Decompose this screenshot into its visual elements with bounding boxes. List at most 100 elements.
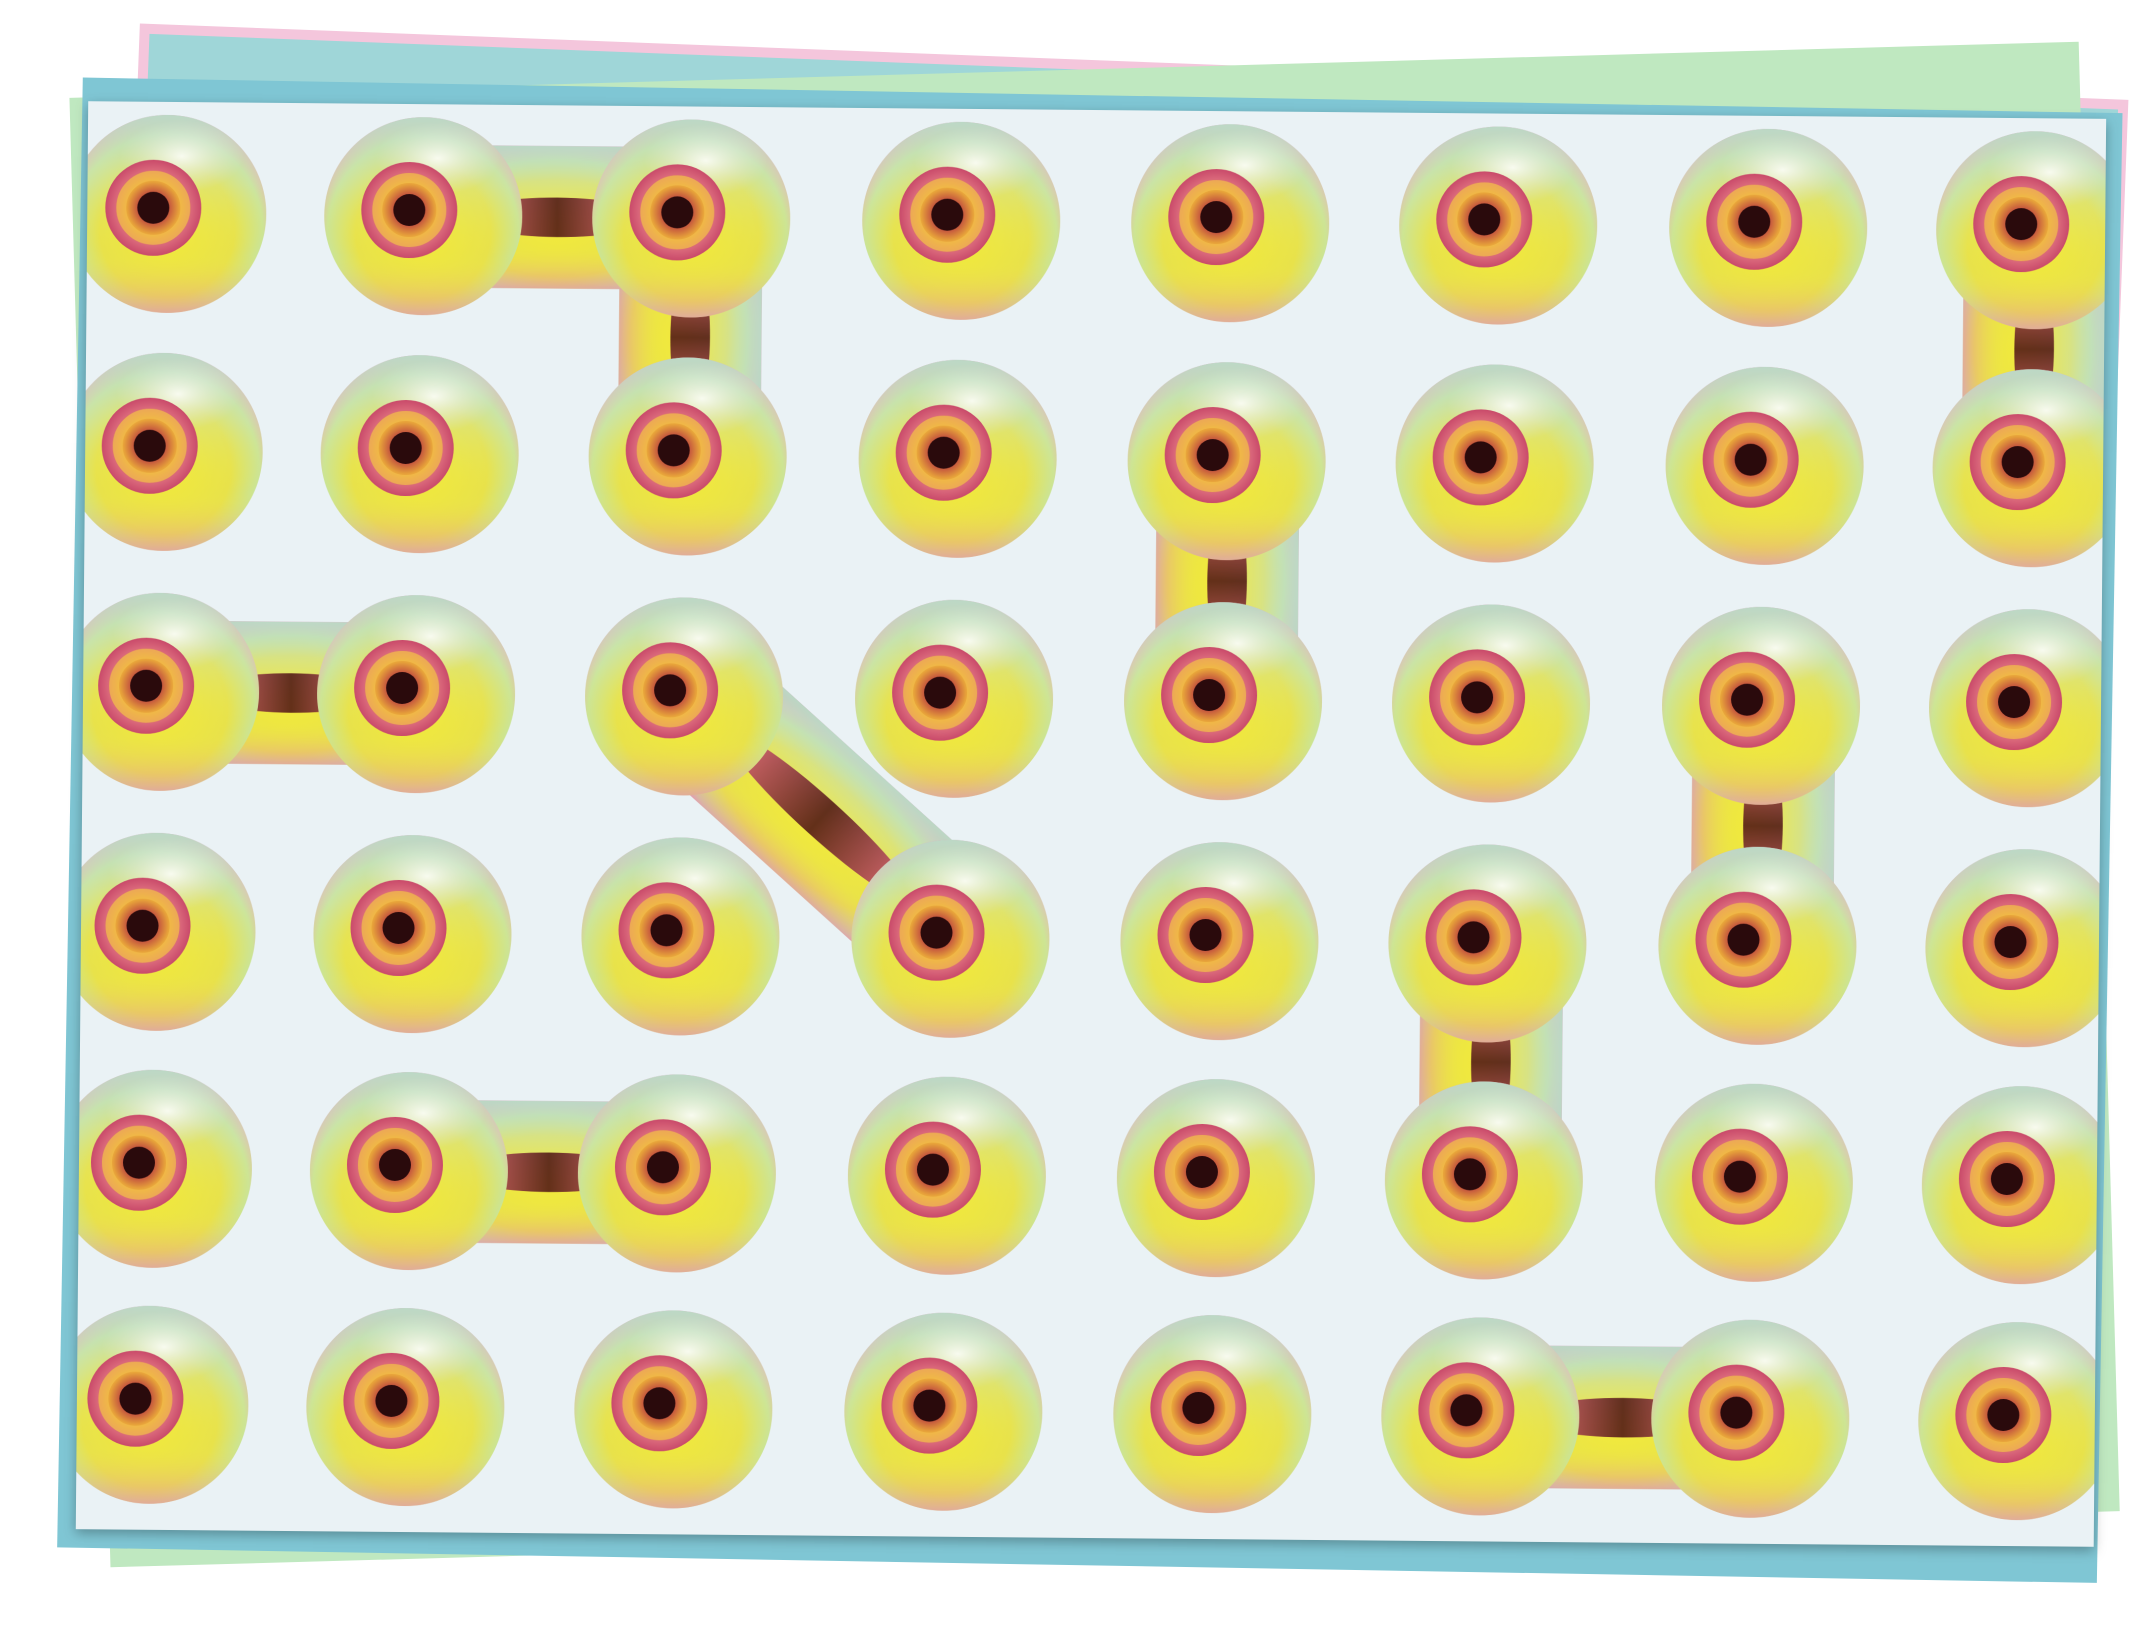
iris-ring bbox=[1977, 665, 2052, 740]
pupil bbox=[1457, 921, 1490, 954]
iris-ring bbox=[357, 1127, 432, 1202]
iris-ring bbox=[105, 888, 180, 963]
pupil bbox=[913, 1389, 946, 1422]
pupil bbox=[119, 1382, 152, 1415]
eyeball bbox=[306, 1308, 505, 1507]
iris-ring bbox=[633, 653, 708, 728]
eyeball bbox=[309, 1072, 508, 1271]
eyeball bbox=[581, 837, 780, 1036]
iris-ring bbox=[112, 408, 187, 483]
iris-ring bbox=[903, 655, 978, 730]
pupil bbox=[375, 1384, 408, 1417]
eyeball bbox=[1384, 1081, 1583, 1280]
pupil bbox=[1994, 926, 2027, 959]
iris-ring bbox=[1175, 418, 1250, 493]
pupil bbox=[1468, 203, 1501, 236]
eyeball bbox=[75, 832, 256, 1031]
eyeball bbox=[1651, 1319, 1850, 1518]
iris-ring bbox=[1973, 905, 2048, 980]
eyeball bbox=[592, 119, 791, 318]
pupil bbox=[657, 434, 690, 467]
pupil bbox=[661, 196, 694, 229]
pupil bbox=[916, 1153, 949, 1186]
pupil bbox=[1189, 919, 1222, 952]
iris-ring bbox=[1980, 425, 2055, 500]
iris-ring bbox=[1447, 182, 1522, 257]
iris-ring bbox=[109, 648, 184, 723]
pupil bbox=[1723, 1160, 1756, 1193]
pupil bbox=[1738, 205, 1771, 238]
iris-ring bbox=[636, 413, 711, 488]
iris-ring bbox=[1168, 898, 1243, 973]
eyeball bbox=[1131, 124, 1330, 323]
pupil bbox=[1200, 201, 1233, 234]
pupil bbox=[1987, 1398, 2020, 1431]
eyeball bbox=[1124, 602, 1323, 801]
iris-ring bbox=[116, 170, 191, 245]
eyeball bbox=[1925, 849, 2107, 1048]
eyeball bbox=[1665, 366, 1864, 565]
iris-ring bbox=[1984, 187, 2059, 262]
main-sheet bbox=[75, 101, 2107, 1547]
pupil bbox=[2005, 208, 2038, 241]
pupil bbox=[137, 191, 170, 224]
eyeball bbox=[1381, 1317, 1580, 1516]
eyeball bbox=[1116, 1079, 1315, 1278]
iris-ring bbox=[629, 893, 704, 968]
eyeball bbox=[320, 355, 519, 554]
eyeball bbox=[862, 121, 1061, 320]
eyeball bbox=[1658, 846, 1857, 1045]
pupil bbox=[650, 914, 683, 947]
pupil bbox=[1731, 683, 1764, 716]
pupil bbox=[643, 1387, 676, 1420]
eyeball bbox=[847, 1076, 1046, 1275]
iris-ring bbox=[1164, 1134, 1239, 1209]
pupil bbox=[920, 916, 953, 949]
iris-ring bbox=[625, 1130, 700, 1205]
iris-ring bbox=[1710, 662, 1785, 737]
iris-ring bbox=[98, 1361, 173, 1436]
eyeball bbox=[1669, 128, 1868, 327]
eyeball bbox=[1918, 1322, 2107, 1521]
pupil bbox=[1185, 1155, 1218, 1188]
pupil bbox=[1464, 441, 1497, 474]
iris-ring bbox=[899, 895, 974, 970]
bridge-smear bbox=[726, 731, 916, 904]
iris-ring bbox=[354, 1363, 429, 1438]
iris-ring bbox=[1172, 658, 1247, 733]
pupil bbox=[1461, 681, 1494, 714]
eyeball bbox=[75, 592, 260, 791]
pupil bbox=[126, 909, 159, 942]
pupil bbox=[1990, 1163, 2023, 1196]
pupil bbox=[1734, 443, 1767, 476]
eyeball bbox=[75, 352, 263, 551]
pupil bbox=[1196, 439, 1229, 472]
iris-ring bbox=[1440, 660, 1515, 735]
iris-ring bbox=[101, 1125, 176, 1200]
iris-ring bbox=[368, 411, 443, 486]
eyeball bbox=[313, 835, 512, 1034]
pupil bbox=[122, 1146, 155, 1179]
pupil bbox=[389, 432, 422, 465]
pupil bbox=[382, 911, 415, 944]
pupil bbox=[393, 194, 426, 227]
eyeball bbox=[1113, 1315, 1312, 1514]
eyeball bbox=[1399, 126, 1598, 325]
pupil bbox=[654, 674, 687, 707]
pupil bbox=[1193, 679, 1226, 712]
pupil bbox=[1998, 686, 2031, 719]
pupil bbox=[386, 671, 419, 704]
pupil bbox=[378, 1148, 411, 1181]
pupil bbox=[927, 436, 960, 469]
eyeball bbox=[585, 597, 784, 796]
iris-ring bbox=[1429, 1373, 1504, 1448]
iris-ring bbox=[640, 175, 715, 250]
iris-ring bbox=[1966, 1377, 2041, 1452]
pupil bbox=[1720, 1396, 1753, 1429]
iris-ring bbox=[361, 890, 436, 965]
pupil bbox=[1450, 1394, 1483, 1427]
eyeball bbox=[324, 117, 523, 316]
eyeball bbox=[1936, 131, 2107, 330]
